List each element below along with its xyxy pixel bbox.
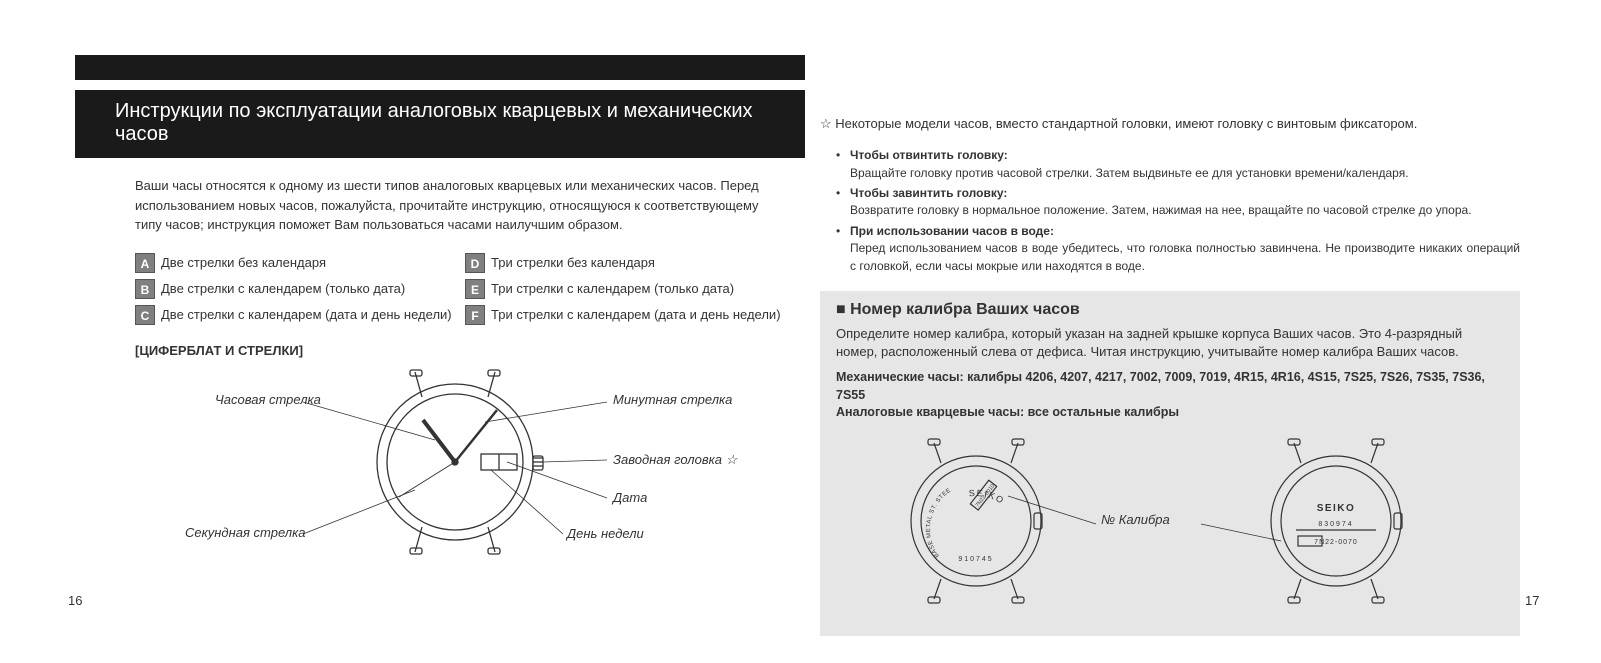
type-b: B Две стрелки с календарем (только дата): [135, 279, 465, 299]
type-c: C Две стрелки с календарем (дата и день …: [135, 305, 465, 325]
caseback-svg: SEIKO BASE METAL ST. STEEL BACK 910745 7…: [836, 426, 1506, 616]
type-c-label: Две стрелки с календарем (дата и день не…: [161, 305, 452, 322]
caliber-diagram: SEIKO BASE METAL ST. STEEL BACK 910745 7…: [836, 426, 1504, 616]
label-second-hand: Секундная стрелка: [185, 525, 305, 540]
caseback-code-right: 7N22-0070: [1314, 539, 1358, 546]
left-page: Инструкции по эксплуатации аналоговых кв…: [75, 55, 795, 562]
badge-d: D: [465, 253, 485, 273]
dial-heading: [ЦИФЕРБЛАТ И СТРЕЛКИ]: [135, 343, 795, 358]
badge-c: C: [135, 305, 155, 325]
caliber-box: Номер калибра Ваших часов Определите ном…: [820, 291, 1520, 636]
type-f-label: Три стрелки с календарем (дата и день не…: [491, 305, 781, 322]
caseback-brand-right: SEIKO: [1317, 503, 1356, 514]
watch-diagram: Часовая стрелка Секундная стрелка Минутн…: [135, 362, 775, 562]
water-body: Перед использованием часов в воде убедит…: [850, 240, 1520, 275]
page-num-right: 17: [1525, 593, 1539, 608]
page-num-left: 16: [68, 593, 82, 608]
type-f: F Три стрелки с календарем (дата и день …: [465, 305, 795, 325]
caliber-quartz: Аналоговые кварцевые часы: все остальные…: [836, 404, 1504, 422]
type-d-label: Три стрелки без календаря: [491, 253, 655, 270]
type-e: E Три стрелки с календарем (только дата): [465, 279, 795, 299]
screw-body: Возвратите головку в нормальное положени…: [850, 202, 1520, 219]
badge-a: A: [135, 253, 155, 273]
screw-title: Чтобы завинтить головку:: [850, 186, 1007, 200]
type-a: A Две стрелки без календаря: [135, 253, 465, 273]
badge-e: E: [465, 279, 485, 299]
badge-f: F: [465, 305, 485, 325]
intro-text: Ваши часы относятся к одному из шести ти…: [135, 176, 775, 235]
type-e-label: Три стрелки с календарем (только дата): [491, 279, 734, 296]
unscrew-title: Чтобы отвинтить головку:: [850, 148, 1008, 162]
badge-b: B: [135, 279, 155, 299]
crown-note: ☆ Некоторые модели часов, вместо стандар…: [820, 115, 1520, 133]
caliber-title: Номер калибра Ваших часов: [836, 301, 1504, 319]
right-page: ☆ Некоторые модели часов, вместо стандар…: [820, 115, 1520, 636]
unscrew-item: Чтобы отвинтить головку: Вращайте головк…: [840, 147, 1520, 182]
label-crown: Заводная головка ☆: [613, 452, 737, 468]
label-minute-hand: Минутная стрелка: [613, 392, 732, 407]
type-a-label: Две стрелки без календаря: [161, 253, 326, 270]
crown-instructions: Чтобы отвинтить головку: Вращайте головк…: [840, 147, 1520, 275]
label-day: День недели: [567, 526, 644, 541]
water-item: При использовании часов в воде: Перед ис…: [840, 223, 1520, 275]
unscrew-body: Вращайте головку против часовой стрелки.…: [850, 165, 1520, 182]
caliber-number-label: № Калибра: [1101, 512, 1170, 527]
label-date: Дата: [613, 490, 647, 505]
type-b-label: Две стрелки с календарем (только дата): [161, 279, 405, 296]
caliber-body: Определите номер калибра, который указан…: [836, 325, 1504, 361]
watch-types-grid: A Две стрелки без календаря D Три стрелк…: [135, 253, 795, 325]
caseback-serial-right: 830974: [1318, 521, 1353, 528]
caliber-mechanical: Механические часы: калибры 4206, 4207, 4…: [836, 369, 1504, 404]
screw-item: Чтобы завинтить головку: Возвратите голо…: [840, 185, 1520, 220]
label-hour-hand: Часовая стрелка: [215, 392, 321, 407]
water-title: При использовании часов в воде:: [850, 224, 1054, 238]
caseback-serial-left: 910745: [958, 556, 993, 563]
page-title: Инструкции по эксплуатации аналоговых кв…: [75, 90, 805, 158]
header-band: [75, 55, 805, 80]
type-d: D Три стрелки без календаря: [465, 253, 795, 273]
